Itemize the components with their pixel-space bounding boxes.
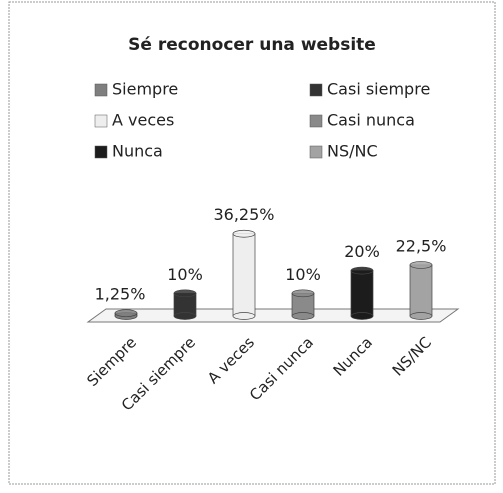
legend-label: Casi nunca bbox=[327, 111, 415, 130]
bar-top bbox=[409, 261, 433, 269]
bar-top bbox=[350, 266, 374, 275]
bar-top bbox=[114, 309, 138, 318]
bar-bottom bbox=[232, 312, 256, 320]
legend-swatch bbox=[94, 145, 108, 159]
bar-bottom bbox=[409, 312, 433, 320]
bar bbox=[232, 229, 256, 320]
legend-label: Siempre bbox=[112, 80, 178, 99]
legend-swatch bbox=[94, 114, 108, 128]
bar-bottom bbox=[291, 312, 315, 320]
bar bbox=[350, 266, 374, 320]
legend-swatch bbox=[309, 145, 323, 159]
value-label: 20% bbox=[344, 242, 380, 261]
value-label: 10% bbox=[285, 265, 321, 284]
bar-body bbox=[350, 270, 374, 317]
legend-label: A veces bbox=[112, 111, 174, 130]
bar-top bbox=[173, 289, 197, 298]
bar-bottom bbox=[350, 312, 374, 320]
value-label: 1,25% bbox=[95, 285, 146, 304]
bar-body bbox=[409, 264, 433, 317]
legend-label: Casi siempre bbox=[327, 80, 430, 99]
bar-body bbox=[232, 233, 256, 317]
bar-top bbox=[232, 229, 256, 238]
bar bbox=[409, 261, 433, 320]
bar bbox=[291, 289, 315, 320]
legend-label: NS/NC bbox=[327, 142, 378, 161]
value-label: 36,25% bbox=[213, 205, 274, 224]
value-label: 10% bbox=[167, 265, 203, 284]
value-label: 22,5% bbox=[396, 236, 447, 255]
legend-swatch bbox=[309, 83, 323, 97]
legend-swatch bbox=[94, 83, 108, 97]
bar-top bbox=[291, 289, 315, 298]
floor bbox=[86, 308, 460, 323]
bar bbox=[173, 289, 197, 320]
legend-label: Nunca bbox=[112, 142, 163, 161]
bar-bottom bbox=[173, 312, 197, 320]
bar bbox=[114, 309, 138, 320]
chart-title: Sé reconocer una website bbox=[128, 35, 376, 55]
legend-swatch bbox=[309, 114, 323, 128]
